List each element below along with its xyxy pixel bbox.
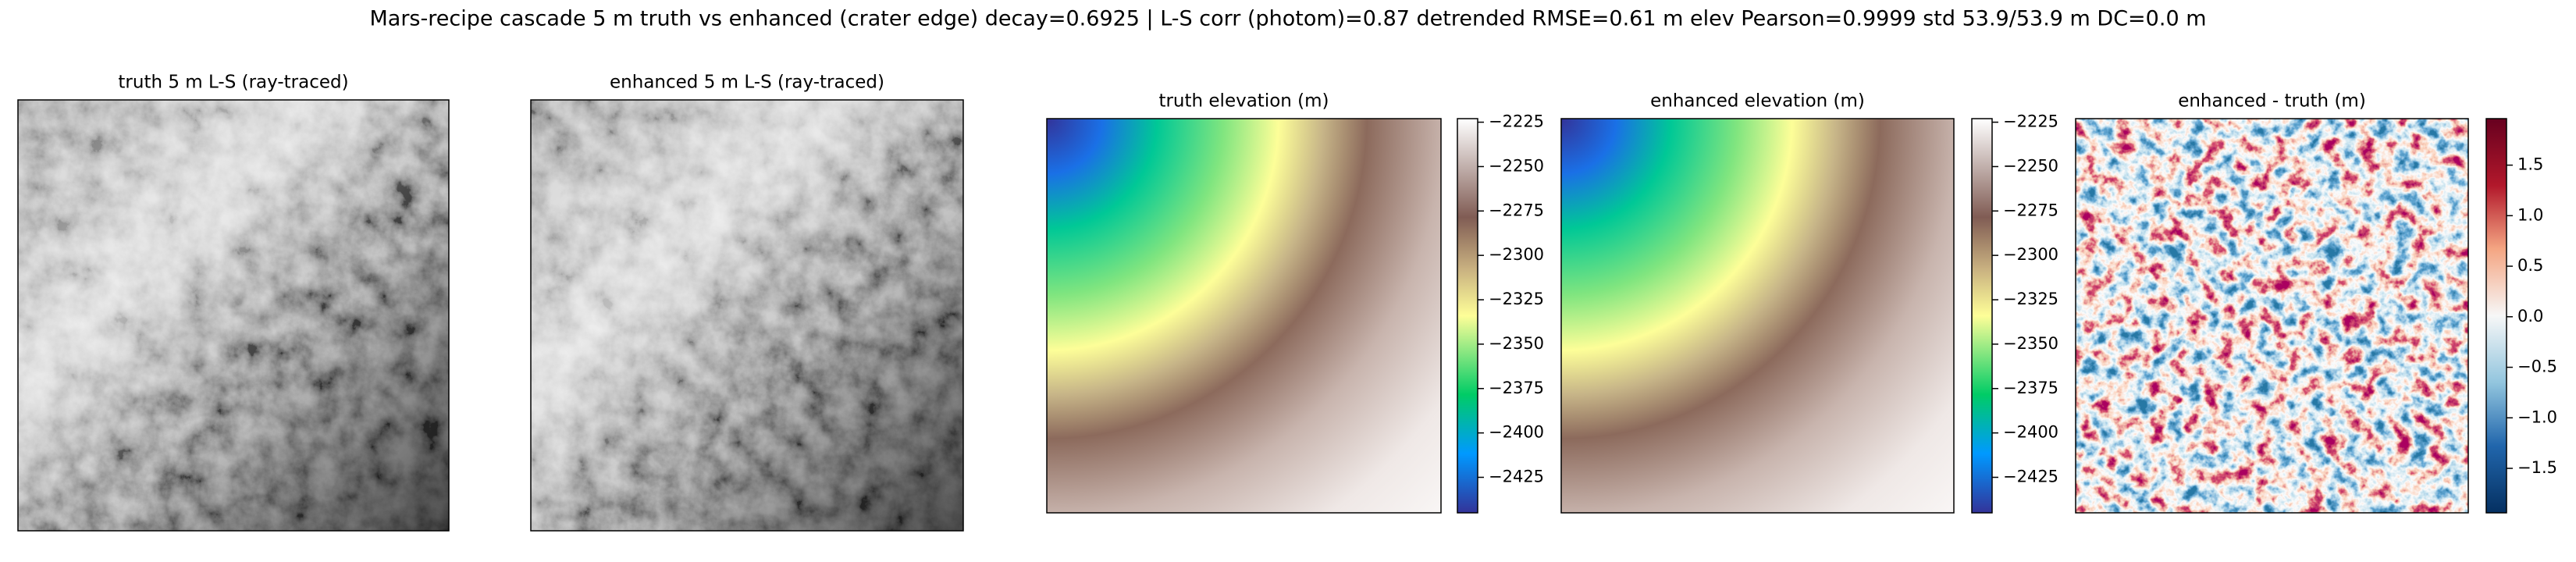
colorbar-tick-label: −2375 xyxy=(2003,379,2058,397)
colorbar-tick-label: −2400 xyxy=(1489,423,1544,442)
colorbar-tick-label: −2300 xyxy=(2003,245,2058,264)
panel-frame xyxy=(17,99,450,532)
colorbar xyxy=(2485,118,2507,514)
colorbar-tick-label: 1.5 xyxy=(2517,155,2543,174)
colorbar-tick-label: −1.5 xyxy=(2517,458,2557,477)
colorbar-tick-label: 1.0 xyxy=(2517,205,2543,224)
colorbar xyxy=(1971,118,1993,514)
panel-title: truth 5 m L-S (ray-traced) xyxy=(118,73,348,93)
colorbar-tick-label: −0.5 xyxy=(2517,357,2557,376)
colorbar-tick-label: −2375 xyxy=(1489,379,1544,397)
colorbar-tick-label: −2350 xyxy=(2003,334,2058,353)
panel-title: enhanced - truth (m) xyxy=(2178,91,2366,112)
colorbar-tick-label: −1.0 xyxy=(2517,407,2557,426)
panel-title: enhanced 5 m L-S (ray-traced) xyxy=(610,73,884,93)
colorbar-tick-label: −2350 xyxy=(1489,334,1544,353)
colorbar xyxy=(1457,118,1478,514)
colorbar-tick-label: −2250 xyxy=(1489,156,1544,175)
heatmap-image xyxy=(1561,119,1954,513)
colorbar-tick-label: −2225 xyxy=(2003,112,2058,131)
colorbar-tick-label: 0.0 xyxy=(2517,307,2543,325)
colorbar-tick-label: −2400 xyxy=(2003,423,2058,442)
colorbar-tick-label: −2325 xyxy=(2003,290,2058,308)
panel-title: truth elevation (m) xyxy=(1158,91,1329,112)
colorbar-tick-label: −2325 xyxy=(1489,290,1544,308)
colorbar-tick-label: −2275 xyxy=(2003,201,2058,219)
panel-frame xyxy=(2075,118,2469,514)
colorbar-tick-label: −2425 xyxy=(1489,468,1544,486)
colorbar-tick-label: −2225 xyxy=(1489,112,1544,131)
image-texture xyxy=(18,100,449,531)
heatmap-image xyxy=(1047,119,1441,513)
image-texture xyxy=(531,100,963,531)
colorbar-tick-label: −2250 xyxy=(2003,156,2058,175)
colorbar-tick-label: −2425 xyxy=(2003,468,2058,486)
panel-title: enhanced elevation (m) xyxy=(1650,91,1865,112)
panel-frame xyxy=(1046,118,1442,514)
colorbar-tick-label: 0.5 xyxy=(2517,256,2543,275)
panel-frame xyxy=(1560,118,1955,514)
colorbar-tick-label: −2275 xyxy=(1489,201,1544,219)
colorbar-tick-label: −2300 xyxy=(1489,245,1544,264)
figure-title: Mars-recipe cascade 5 m truth vs enhance… xyxy=(369,7,2206,31)
heatmap-image xyxy=(2076,119,2468,513)
panel-frame xyxy=(530,99,964,532)
